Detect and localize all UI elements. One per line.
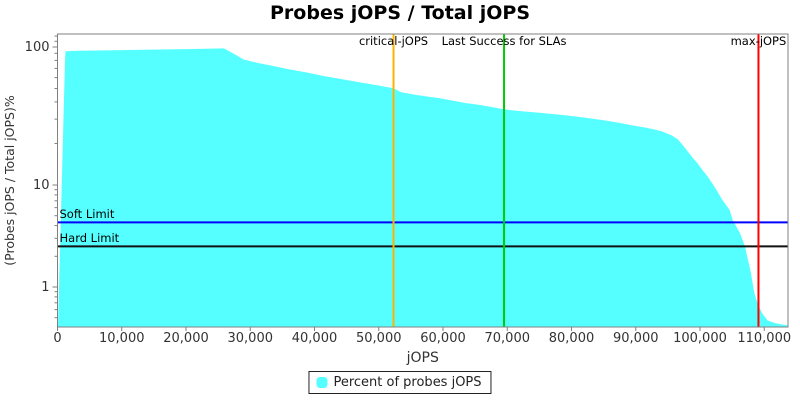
x-tick-label: 90,000: [613, 331, 659, 346]
x-tick-label: 0: [53, 331, 61, 346]
y-tick-label: 10: [33, 178, 50, 193]
series-area-group: [58, 48, 788, 328]
limit-line-label: Hard Limit: [60, 231, 120, 245]
x-tick-label: 20,000: [163, 331, 209, 346]
plot-frame-group: [57, 33, 789, 328]
x-tick-label: 30,000: [228, 331, 274, 346]
marker-line-label: max-jOPS: [731, 34, 787, 48]
series-swatch-icon: [316, 377, 328, 388]
marker-lines-group: critical-jOPS Last Success for SLAs max-jO…: [359, 34, 786, 327]
chart-title: Probes jOPS / Total jOPS: [270, 2, 530, 24]
x-tick-label: 60,000: [420, 331, 466, 346]
legend-label: Percent of probes jOPS: [333, 375, 482, 390]
y-tick-label: 100: [25, 40, 50, 55]
plot-border: [57, 33, 789, 328]
marker-line-label: Last Success for SLAs: [442, 34, 567, 48]
x-tick-label: 80,000: [549, 331, 595, 346]
x-tick-label: 10,000: [99, 331, 145, 346]
y-tick-label: 1: [41, 280, 49, 295]
limit-lines-group: Soft Limit Hard Limit: [57, 207, 788, 248]
x-tick-label: 110,000: [737, 331, 791, 346]
y-axis-title: (Probes jOPS / Total jOPS)%: [2, 95, 17, 266]
series-area: [58, 48, 788, 328]
limit-line-label: Soft Limit: [60, 207, 115, 221]
legend: Percent of probes jOPS: [308, 371, 492, 394]
x-axis-title: jOPS: [406, 350, 439, 366]
axis-labels-group: jOPS (Probes jOPS / Total jOPS)%: [2, 95, 439, 366]
x-tick-label: 100,000: [673, 331, 727, 346]
x-tick-label: 50,000: [356, 331, 402, 346]
x-tick-label: 40,000: [292, 331, 338, 346]
x-tick-label: 70,000: [485, 331, 531, 346]
marker-line-label: critical-jOPS: [359, 34, 428, 48]
axis-ticks-group: 0 10,000 20,000 30,000 40,000 50,000 60,000 70,…: [25, 35, 791, 346]
